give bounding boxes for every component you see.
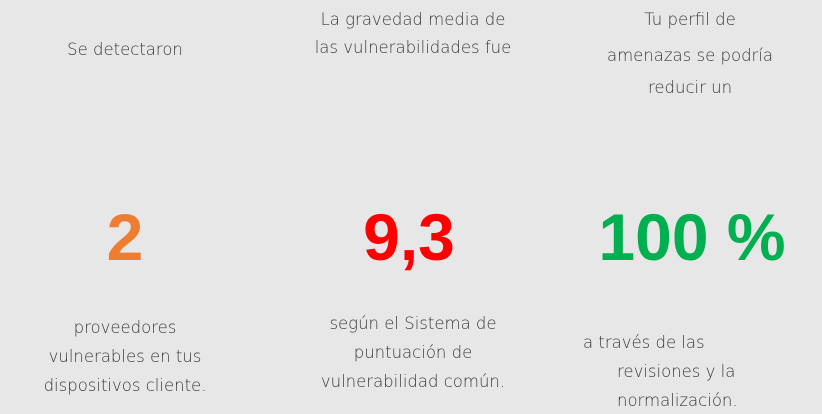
description-text: dispositivos cliente. — [43, 376, 207, 395]
description-text: revisiones y la — [617, 362, 736, 381]
intro-text: reducir un — [647, 78, 733, 97]
description-text: según el Sistema de — [329, 314, 497, 333]
intro-text: Se detectaron — [67, 40, 183, 59]
intro-text: las vulnerabilidades fue — [314, 38, 512, 57]
intro-text: amenazas se podría — [606, 46, 774, 65]
description-text: normalización. — [617, 391, 738, 410]
stat-value: 9,3 — [363, 200, 455, 274]
intro-text: La gravedad media de — [320, 10, 506, 29]
description-text: vulnerables en tus — [48, 347, 202, 366]
description-text: puntuación de — [353, 343, 473, 362]
intro-text: Tu perfil de — [644, 10, 736, 29]
description-text: vulnerabilidad común. — [320, 372, 506, 391]
description-text: proveedores — [73, 318, 177, 337]
stat-value: 2 — [106, 200, 144, 274]
stat-value: 100 % — [598, 200, 786, 274]
description-text: a través de las — [583, 333, 705, 352]
